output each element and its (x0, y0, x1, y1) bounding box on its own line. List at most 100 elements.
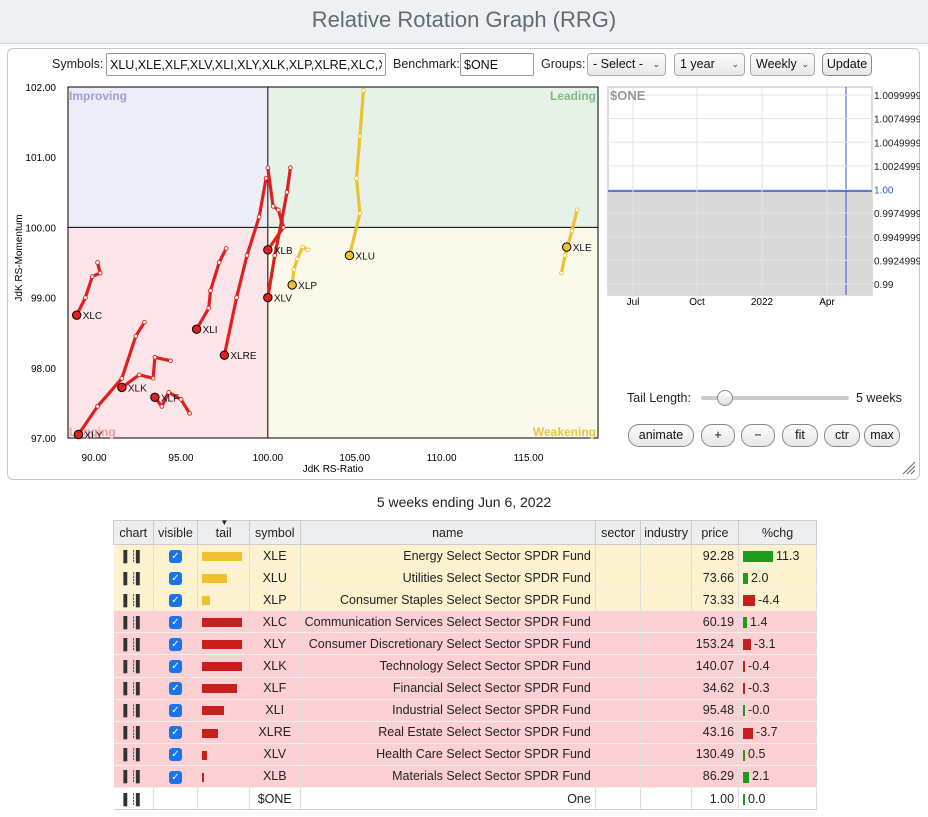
symbol-cell[interactable]: XLV (249, 743, 301, 766)
header-pct-change[interactable]: %chg (738, 520, 817, 545)
table-row[interactable]: ▌┊▌ ✓ XLB Materials Select Sector SPDR Fund… (113, 765, 817, 789)
symbol-cell[interactable]: XLY (249, 632, 301, 656)
maximize-button[interactable]: max (864, 424, 900, 447)
visible-checkbox[interactable]: ✓ (153, 632, 199, 656)
table-row[interactable]: ▌┊▌ ✓ XLI Industrial Select Sector SPDR Fun… (113, 699, 817, 722)
animate-button[interactable]: animate (628, 424, 694, 447)
table-row[interactable]: ▌┊▌ ✓ XLF Financial Select Sector SPDR Fund… (113, 677, 817, 700)
resize-handle-icon[interactable] (902, 461, 916, 475)
pct-change-value: 11.3 (776, 548, 800, 563)
tail-point (178, 397, 184, 402)
tail-head-xly[interactable] (73, 429, 84, 440)
tail-head-xlk[interactable] (117, 382, 127, 393)
update-button[interactable]: Update (822, 53, 872, 76)
header-tail[interactable]: ▼ tail (197, 518, 250, 545)
chart-icon[interactable]: ▌┊▌ (113, 566, 154, 590)
price-cell: 60.19 (691, 610, 740, 634)
header-symbol[interactable]: symbol (248, 520, 301, 545)
tail-head-xle[interactable] (562, 242, 572, 252)
table-row[interactable]: ▌┊▌ ✓ XLK Technology Select Sector SPDR Fun… (113, 654, 817, 678)
tail-point (357, 211, 363, 216)
visible-checkbox[interactable]: ✓ (153, 699, 199, 722)
tail-length-handle[interactable] (716, 390, 733, 406)
header-visible[interactable]: visible (152, 520, 199, 545)
chart-icon[interactable]: ▌┊▌ (113, 544, 154, 568)
table-row[interactable]: ▌┊▌ ✓ XLP Consumer Staples Select Sector SP… (113, 588, 817, 612)
header-price[interactable]: price (690, 520, 740, 545)
visible-checkbox[interactable]: ✓ (153, 610, 199, 634)
tail-point (569, 228, 575, 234)
tail-head-xlc[interactable] (71, 310, 82, 320)
zoom-in-button[interactable]: + (701, 424, 735, 447)
symbol-cell[interactable]: XLK (249, 654, 301, 678)
chart-icon[interactable]: ▌┊▌ (113, 765, 154, 789)
tail-point (142, 319, 147, 325)
symbol-cell[interactable]: XLB (249, 765, 301, 789)
table-row[interactable]: ▌┊▌ ✓ XLY Consumer Discretionary Select Sec… (113, 632, 817, 656)
chart-icon[interactable]: ▌┊▌ (113, 699, 154, 722)
benchmark-input[interactable] (460, 53, 534, 76)
chevron-down-icon: ⌄ (652, 59, 660, 69)
visible-checkbox[interactable]: ✓ (153, 677, 199, 700)
chart-icon[interactable]: ▌┊▌ (113, 721, 154, 744)
tail-head-xlp[interactable] (287, 280, 297, 290)
table-row[interactable]: ▌┊▌ ✓ XLU Utilities Select Sector SPDR Fund… (113, 566, 817, 590)
table-row[interactable]: ▌┊▌ $ONE One 1.00 0.0 (113, 787, 817, 811)
chart-icon[interactable]: ▌┊▌ (113, 743, 154, 766)
sector-cell (595, 544, 642, 568)
symbol-cell[interactable]: XLP (249, 588, 301, 612)
tail-head-xlre[interactable] (219, 350, 230, 360)
chart-icon[interactable]: ▌┊▌ (113, 677, 154, 700)
zoom-out-button[interactable]: − (741, 424, 775, 447)
symbol-cell[interactable]: XLU (249, 566, 301, 590)
symbol-cell[interactable]: XLF (249, 677, 301, 700)
period-select[interactable]: 1 year ⌄ (674, 53, 745, 76)
visible-checkbox[interactable]: ✓ (153, 654, 199, 678)
table-row[interactable]: ▌┊▌ ✓ XLRE Real Estate Select Sector SPDR F… (113, 721, 817, 744)
header-chart[interactable]: chart (113, 520, 154, 545)
groups-select[interactable]: - Select - ⌄ (587, 53, 666, 76)
visible-checkbox[interactable]: ✓ (153, 765, 199, 789)
tail-head-xlu[interactable] (344, 250, 355, 261)
tail-length-track[interactable] (701, 396, 849, 400)
period-select-value: 1 year (680, 57, 715, 71)
visible-checkbox[interactable]: ✓ (153, 544, 199, 568)
symbols-input[interactable] (106, 53, 386, 76)
chart-icon[interactable]: ▌┊▌ (113, 632, 154, 656)
symbol-cell[interactable]: $ONE (249, 787, 301, 811)
header-industry[interactable]: industry (640, 520, 692, 545)
tail-head-xlf[interactable] (150, 392, 160, 402)
tail-head-xli[interactable] (191, 324, 202, 334)
tail-head-xlb[interactable] (263, 245, 273, 255)
chart-icon[interactable]: ▌┊▌ (113, 610, 154, 634)
name-cell: Real Estate Select Sector SPDR Fund (300, 721, 596, 744)
visible-checkbox[interactable]: ✓ (153, 588, 199, 612)
chart-icon[interactable]: ▌┊▌ (113, 654, 154, 678)
table-row[interactable]: ▌┊▌ ✓ XLC Communication Services Select Sec… (113, 610, 817, 634)
symbol-cell[interactable]: XLE (249, 544, 301, 568)
industry-cell (640, 765, 692, 789)
frequency-select[interactable]: Weekly ⌄ (750, 53, 815, 76)
tail-label: XLK (128, 383, 147, 394)
visible-checkbox[interactable] (153, 787, 199, 811)
tail-point (559, 270, 564, 276)
tail-point (574, 207, 580, 213)
center-button[interactable]: ctr (824, 424, 860, 447)
visible-checkbox[interactable]: ✓ (153, 743, 199, 766)
table-row[interactable]: ▌┊▌ ✓ XLV Health Care Select Sector SPDR Fu… (113, 743, 817, 766)
header-name[interactable]: name (299, 520, 596, 545)
symbol-cell[interactable]: XLRE (249, 721, 301, 744)
symbol-cell[interactable]: XLC (249, 610, 301, 634)
tail-point (133, 333, 139, 339)
chart-icon[interactable]: ▌┊▌ (113, 588, 154, 612)
visible-checkbox[interactable]: ✓ (153, 566, 199, 590)
table-row[interactable]: ▌┊▌ ✓ XLE Energy Select Sector SPDR Fund 92.… (113, 544, 817, 568)
fit-button[interactable]: fit (782, 424, 818, 447)
visible-checkbox[interactable]: ✓ (153, 721, 199, 744)
price-cell: 73.33 (691, 588, 740, 612)
chart-icon[interactable]: ▌┊▌ (113, 787, 154, 811)
sector-cell (595, 677, 642, 700)
tail-head-xlv[interactable] (263, 292, 273, 303)
symbol-cell[interactable]: XLI (249, 699, 301, 722)
header-sector[interactable]: sector (594, 520, 642, 545)
